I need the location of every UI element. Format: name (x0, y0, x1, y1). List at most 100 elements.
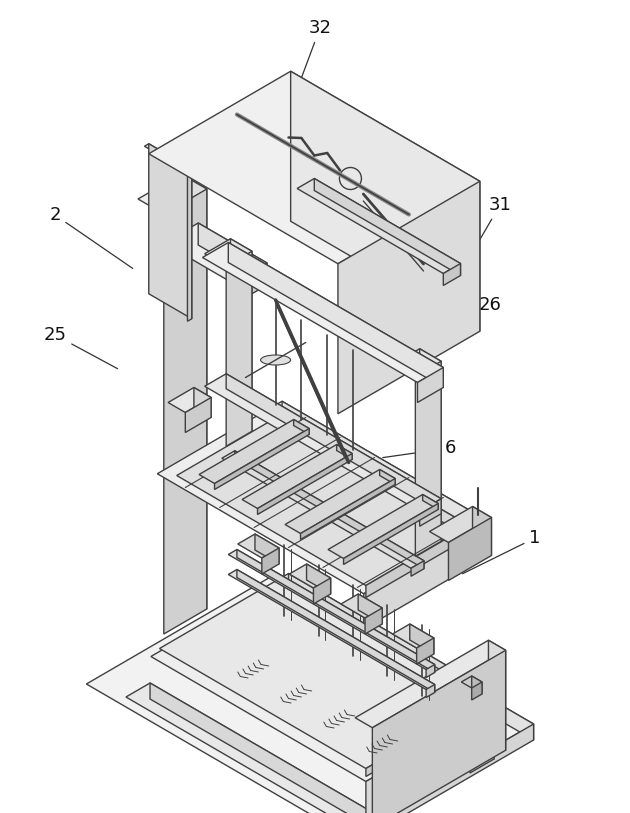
Text: 25: 25 (43, 326, 118, 368)
Polygon shape (289, 564, 331, 588)
Polygon shape (194, 388, 211, 418)
Polygon shape (205, 239, 252, 266)
Polygon shape (449, 518, 491, 580)
Polygon shape (237, 569, 435, 693)
Polygon shape (222, 450, 424, 568)
Polygon shape (149, 144, 192, 319)
Polygon shape (343, 503, 438, 564)
Polygon shape (355, 641, 506, 728)
Polygon shape (290, 72, 480, 331)
Text: 1: 1 (462, 529, 541, 574)
Polygon shape (181, 174, 207, 609)
Polygon shape (199, 420, 309, 484)
Polygon shape (470, 743, 494, 773)
Polygon shape (307, 564, 331, 594)
Polygon shape (415, 361, 441, 556)
Polygon shape (365, 608, 382, 634)
Polygon shape (150, 683, 374, 813)
Polygon shape (228, 550, 435, 669)
Polygon shape (285, 469, 395, 533)
Polygon shape (289, 573, 495, 702)
Polygon shape (380, 469, 395, 485)
Polygon shape (228, 569, 435, 689)
Polygon shape (215, 428, 309, 489)
Text: 2: 2 (49, 206, 133, 268)
Polygon shape (301, 479, 395, 540)
Polygon shape (461, 676, 482, 688)
Text: 6: 6 (383, 439, 455, 458)
Polygon shape (314, 179, 461, 276)
Polygon shape (392, 624, 434, 648)
Polygon shape (228, 242, 444, 388)
Polygon shape (410, 624, 434, 654)
Polygon shape (426, 685, 435, 698)
Polygon shape (235, 450, 424, 569)
Polygon shape (488, 641, 506, 750)
Ellipse shape (261, 355, 290, 365)
Polygon shape (394, 349, 441, 376)
Polygon shape (185, 398, 211, 433)
Polygon shape (149, 72, 480, 263)
Polygon shape (168, 388, 211, 412)
Polygon shape (231, 239, 252, 431)
Polygon shape (297, 179, 461, 273)
Polygon shape (205, 374, 441, 511)
Polygon shape (420, 498, 441, 526)
Polygon shape (314, 578, 331, 604)
Polygon shape (202, 242, 444, 382)
Text: 32: 32 (296, 19, 331, 93)
Polygon shape (270, 613, 494, 759)
Polygon shape (232, 263, 267, 305)
Polygon shape (188, 169, 192, 321)
Polygon shape (126, 683, 374, 813)
Polygon shape (280, 415, 469, 537)
Polygon shape (364, 521, 488, 628)
Polygon shape (198, 223, 267, 285)
Polygon shape (341, 594, 382, 618)
Polygon shape (226, 374, 441, 514)
Polygon shape (416, 638, 434, 664)
Polygon shape (358, 594, 382, 624)
Polygon shape (366, 525, 469, 598)
Polygon shape (372, 650, 506, 813)
Polygon shape (336, 445, 352, 459)
Polygon shape (138, 174, 207, 214)
Polygon shape (242, 445, 352, 508)
Polygon shape (237, 550, 435, 672)
Polygon shape (411, 561, 424, 576)
Polygon shape (86, 574, 534, 813)
Polygon shape (418, 367, 444, 402)
Polygon shape (151, 576, 503, 781)
Polygon shape (158, 402, 488, 593)
Polygon shape (176, 415, 469, 585)
Polygon shape (366, 702, 503, 813)
Polygon shape (472, 506, 491, 555)
Polygon shape (420, 349, 441, 541)
Polygon shape (366, 693, 495, 776)
Polygon shape (444, 263, 461, 285)
Polygon shape (164, 223, 267, 283)
Polygon shape (255, 534, 279, 564)
Polygon shape (226, 251, 252, 446)
Polygon shape (328, 494, 438, 559)
Polygon shape (238, 534, 279, 558)
Polygon shape (426, 664, 435, 677)
Polygon shape (282, 402, 488, 556)
Polygon shape (472, 682, 482, 700)
Polygon shape (275, 574, 534, 740)
Polygon shape (246, 613, 494, 757)
Polygon shape (423, 494, 438, 510)
Text: 31: 31 (466, 196, 512, 263)
Polygon shape (338, 181, 480, 414)
Polygon shape (345, 724, 534, 813)
Polygon shape (144, 144, 192, 172)
Polygon shape (472, 676, 482, 694)
Polygon shape (289, 576, 503, 746)
Text: 26: 26 (462, 296, 501, 333)
Polygon shape (262, 548, 279, 574)
Polygon shape (164, 189, 207, 634)
Polygon shape (258, 454, 352, 515)
Polygon shape (430, 506, 491, 542)
Polygon shape (159, 573, 495, 768)
Polygon shape (294, 420, 309, 434)
